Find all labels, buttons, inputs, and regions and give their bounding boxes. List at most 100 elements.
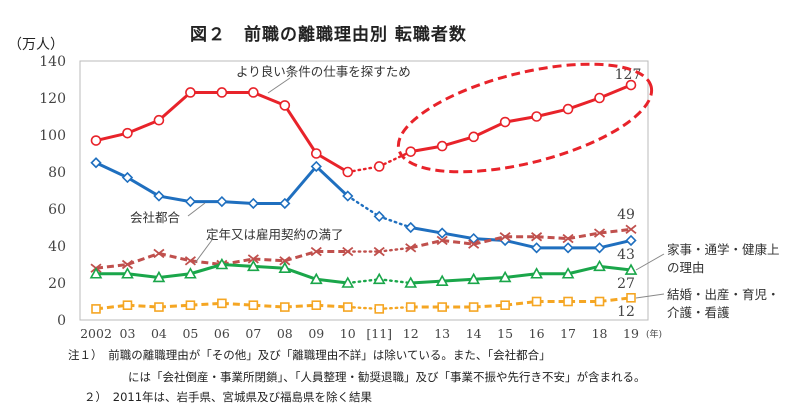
series-segment [441,231,474,241]
series-label: 家事・通学・健康上 [667,242,780,257]
series-segment [410,279,443,285]
y-tick-label: 120 [39,91,66,107]
series-segment [126,251,160,266]
series-segment [536,107,569,118]
x-tick-label: 2002 [80,326,112,341]
series-segment [190,301,222,307]
data-point-circle [436,140,448,152]
data-point-x [531,232,543,242]
data-point-square [468,302,479,312]
series-segment [126,118,160,135]
data-point-square [500,300,510,311]
data-point-circle [310,148,322,159]
y-axis-unit: （万人） [8,37,64,53]
data-point-circle [279,100,291,111]
data-point-x [405,243,417,253]
series-segment [126,176,160,198]
series-segment [378,150,412,168]
x-tick-label: 13 [434,326,450,341]
data-point-x [342,246,354,257]
series-segment [158,303,191,309]
line-chart: 0 20 40 60 80 100 120 140 2002 03 04 05 06 07 08 09 10 [1… [39,54,780,341]
series-segment [158,194,191,204]
data-point-diamond [247,197,259,210]
note-1: 注１） 前職の離職理由が「その他」及び「離職理由不詳」は除いている。また、「会社… [68,348,551,362]
series-segment [95,263,128,270]
x-tick-label: 04 [151,326,167,341]
series-segment [378,305,412,311]
series-segment [346,305,381,311]
data-point-triangle [467,272,481,285]
data-point-x [373,246,385,257]
series-segment [253,257,285,263]
series-segment [189,263,223,276]
data-point-square [217,298,227,309]
chart-title: 図２ 前職の離職理由別 転職者数 [190,25,467,45]
x-tick-label: 14 [466,326,482,341]
series-segment [473,303,506,309]
x-tick-label: 18 [592,326,608,341]
series-segment [473,120,506,139]
data-point-circle [625,79,637,91]
label-leader [187,202,206,217]
data-point-triangle [121,267,134,279]
note-2: ２） 2011年は、岩手県、宮城県及び福島県を除く結果 [84,390,373,404]
series-segment [253,264,285,270]
data-point-triangle [152,270,166,283]
data-point-circle [216,87,228,98]
data-point-triangle [593,259,606,272]
label-leader [267,77,291,94]
series-segment [599,296,632,303]
x-tick-label: 09 [308,326,324,341]
data-point-square [91,304,101,314]
data-point-triangle [89,267,103,279]
series-segment [95,131,128,143]
data-point-square [248,300,259,311]
data-point-x [247,254,259,264]
data-point-circle [153,114,165,126]
data-point-square [405,302,416,312]
data-point-triangle [404,276,418,288]
x-unit-label: (年) [646,328,662,340]
x-tick-label: 15 [497,326,513,341]
series-label: より良い条件の仕事を探すため [236,64,411,79]
x-tick-label: 06 [214,326,230,341]
y-tick-label: 0 [57,313,66,329]
data-point-triangle [215,257,229,270]
data-point-circle [499,116,511,128]
data-point-circle [373,161,385,172]
data-point-diamond [279,197,291,210]
series-segment [599,238,632,250]
data-point-square [563,296,573,307]
series-segment [157,91,192,122]
y-tick-label: 20 [48,276,66,292]
x-tick-label: 08 [277,326,293,341]
data-point-x [625,224,637,235]
data-point-x [121,259,134,270]
data-point-diamond [625,234,637,247]
series-segment [346,194,381,218]
data-point-square [154,302,164,312]
note-1-continued: には「会社倒産・事業所閉鎖」、「人員整理・勧奨退職」及び「事業不振や先行き不安」… [128,370,646,384]
series-segment [598,83,632,100]
data-point-circle [531,111,542,122]
data-point-circle [185,87,196,98]
series-segment [504,238,537,250]
series-segment [221,301,254,307]
x-tick-label: 03 [120,326,136,341]
data-point-x [468,239,480,249]
series-segment [567,96,601,111]
data-point-square [626,292,636,303]
series-segment [504,115,537,124]
data-point-diamond [405,221,417,234]
data-point-square [437,302,447,312]
series-segment [283,104,318,155]
series-segment [567,264,600,276]
data-point-x [184,256,196,266]
series-segment [410,238,443,250]
series-segment [378,246,412,253]
y-tick-label: 40 [48,239,66,255]
series-segment [346,278,381,285]
data-point-diamond [593,242,606,254]
series-segment [504,272,537,279]
